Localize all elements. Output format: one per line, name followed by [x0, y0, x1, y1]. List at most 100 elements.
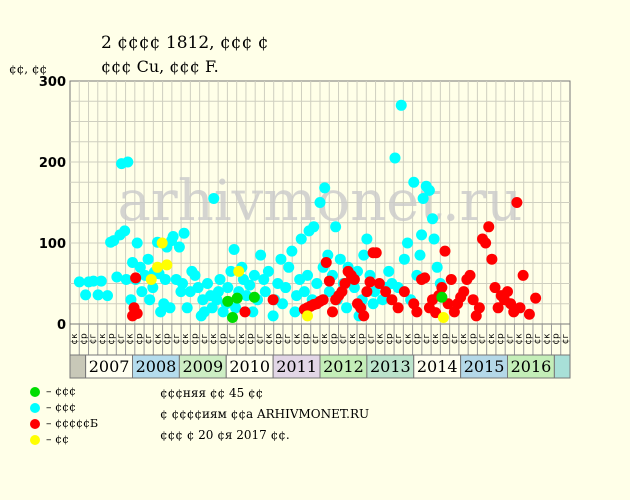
data-point: [492, 302, 504, 314]
half-year-label: ¢г: [505, 334, 515, 345]
data-point: [231, 292, 243, 304]
half-year-label: ¢г: [450, 334, 460, 345]
half-year-label: ¢р: [496, 333, 506, 345]
data-point: [348, 282, 360, 294]
data-point: [383, 265, 395, 277]
data-point: [367, 298, 379, 310]
data-point: [486, 253, 498, 265]
half-year-label: ¢р: [246, 333, 256, 345]
data-point: [102, 290, 113, 302]
data-point: [130, 272, 142, 284]
half-year-label: ¢р: [163, 333, 173, 345]
data-point: [369, 286, 381, 298]
legend-item: – ¢¢: [30, 432, 98, 448]
legend-dot: [30, 387, 40, 397]
data-point: [323, 275, 335, 287]
data-point: [189, 269, 201, 281]
legend: – ¢¢¢ – ¢¢¢ – ¢¢¢¢¢Б – ¢¢: [30, 384, 98, 448]
data-point: [402, 237, 413, 249]
half-year-label: ¢г: [144, 334, 154, 345]
data-point: [330, 221, 342, 233]
half-year-label: ¢к: [265, 333, 275, 345]
data-point: [152, 261, 163, 273]
data-point: [334, 253, 346, 265]
data-point: [267, 310, 279, 322]
data-point: [164, 302, 176, 314]
half-year-label: ¢к: [292, 333, 302, 345]
data-point: [173, 241, 185, 253]
data-point: [511, 197, 523, 208]
year-label: 2014: [417, 357, 458, 376]
data-point: [341, 302, 353, 314]
data-point: [286, 245, 298, 257]
half-year-label: ¢к: [459, 333, 469, 345]
data-point: [517, 269, 529, 281]
half-year-label: ¢к: [487, 333, 497, 345]
data-point: [427, 213, 438, 225]
half-year-label: ¢г: [561, 334, 571, 345]
data-point: [467, 294, 479, 306]
half-year-label: ¢г: [339, 334, 349, 345]
data-point: [92, 289, 104, 301]
data-point: [419, 272, 431, 284]
half-year-label: ¢к: [153, 333, 163, 345]
data-point: [411, 306, 423, 318]
data-point: [308, 221, 320, 233]
half-year-label: ¢р: [302, 333, 312, 345]
data-point: [277, 298, 288, 310]
y-tick-labels: 0 100 200 300: [39, 75, 66, 333]
half-year-label: ¢к: [376, 333, 386, 345]
note-average: ¢¢¢няя ¢¢ 45 ¢¢: [160, 386, 264, 400]
data-point: [144, 294, 156, 306]
half-year-label: ¢г: [200, 334, 210, 345]
half-year-label: ¢г: [283, 334, 293, 345]
data-point: [267, 294, 279, 306]
data-point: [227, 312, 238, 324]
data-point: [206, 302, 218, 314]
data-point: [228, 243, 240, 255]
half-year-label: ¢к: [237, 333, 247, 345]
half-year-label: ¢г: [394, 334, 404, 345]
half-year-label: ¢р: [329, 333, 339, 345]
data-point: [298, 286, 310, 298]
data-point: [208, 192, 220, 204]
data-point: [473, 302, 485, 314]
notes: ¢¢¢няя ¢¢ 45 ¢¢ ¢ ¢¢¢¢иям ¢¢а ARHIVMONET…: [160, 383, 369, 446]
half-year-label: ¢р: [385, 333, 395, 345]
data-point: [480, 237, 492, 249]
year-label: 2015: [464, 357, 505, 376]
legend-dot: [30, 435, 40, 445]
data-point: [358, 249, 370, 261]
data-point: [373, 278, 385, 289]
data-point: [134, 261, 146, 273]
half-year-label: ¢г: [533, 334, 543, 345]
data-point: [255, 249, 267, 261]
half-year-label: ¢к: [348, 333, 358, 345]
half-year-label: ¢р: [441, 333, 451, 345]
data-point: [230, 302, 242, 314]
data-point: [259, 286, 271, 298]
data-point: [80, 289, 92, 301]
data-point: [458, 286, 470, 298]
legend-dot: [30, 419, 40, 429]
data-point: [202, 278, 213, 289]
legend-label: – ¢¢¢: [46, 385, 76, 398]
half-year-label: ¢г: [366, 334, 376, 345]
data-point: [437, 312, 449, 324]
year-row: 2007 2008 2009 2010 2011 2012 2013 2014 2015 2016: [69, 354, 571, 379]
data-point: [181, 302, 193, 314]
data-point: [348, 273, 360, 285]
data-point: [119, 225, 131, 237]
data-point: [339, 278, 351, 289]
data-point: [380, 286, 392, 298]
data-point: [244, 279, 256, 291]
year-label: 2013: [370, 357, 411, 376]
data-point: [423, 184, 435, 196]
data-point: [122, 156, 134, 168]
data-point: [295, 233, 307, 245]
half-year-label: ¢р: [107, 333, 117, 345]
data-point: [502, 286, 513, 298]
legend-label: – ¢¢¢: [46, 401, 76, 414]
year-label: 2012: [323, 357, 364, 376]
